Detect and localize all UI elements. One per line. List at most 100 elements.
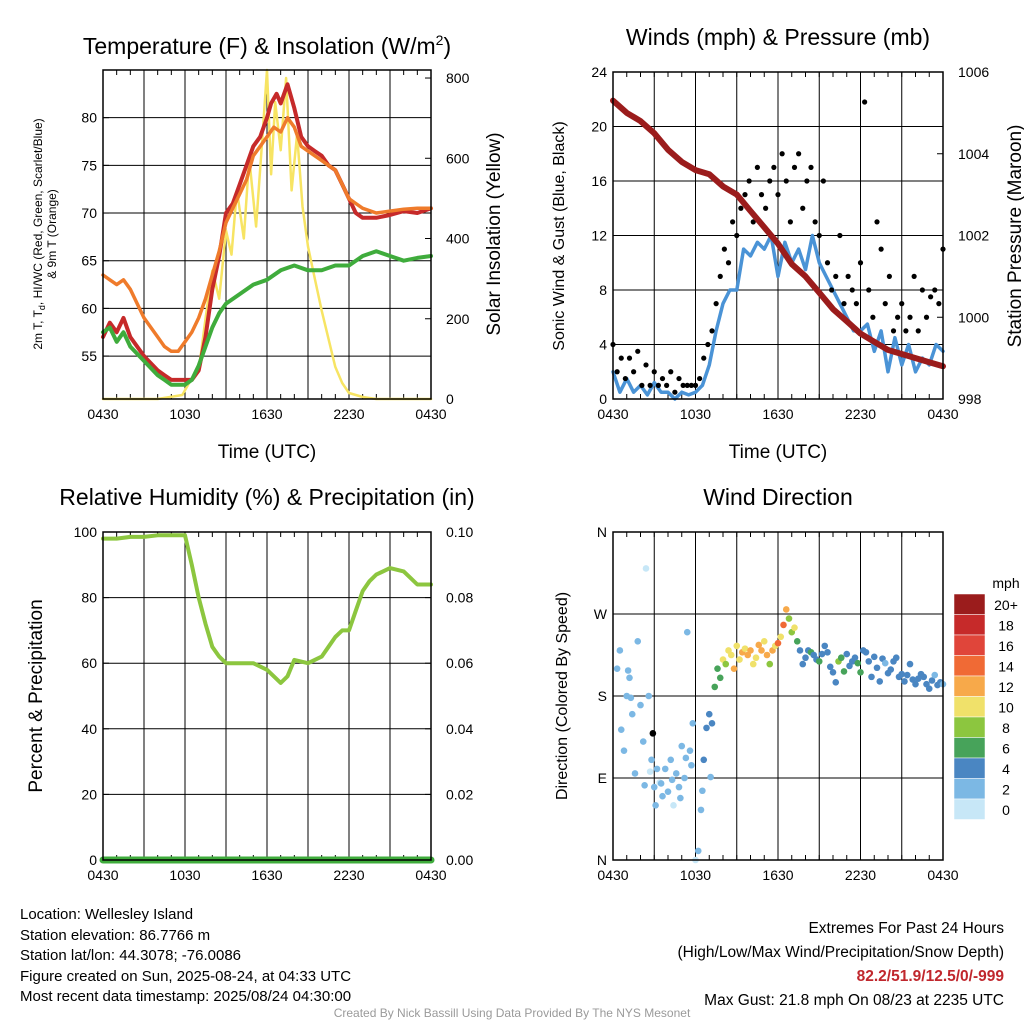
wind-direction-point [624,667,632,674]
gust-point [684,382,690,388]
winds-frame [612,71,944,400]
wind-direction-point [901,678,908,685]
wind-direction-point [760,638,768,645]
legend-swatch [953,798,986,820]
relative-humidity-line [101,533,433,685]
temperature-x-tick-label: 1630 [251,406,282,422]
wind-direction-point [667,756,675,764]
temperature-y2-tick-label: 400 [446,231,470,247]
humidity-y-tick-label: 100 [74,524,98,540]
wind-direction-point [851,654,859,662]
wind-direction-point [661,765,669,773]
wind-direction-point [634,638,642,645]
temperature-y2-tick-label: 600 [446,150,470,166]
wind-direction-point [688,761,695,769]
wind-direction-point [898,670,906,678]
gust-point [730,219,736,225]
gust-point [882,301,888,307]
legend-swatch [953,614,986,636]
extremes-block: Extremes For Past 24 Hours (High/Low/Max… [678,917,1005,1013]
wind-direction-point [705,710,713,718]
wind-direction-point [854,659,862,667]
wind-direction-point [677,794,684,802]
gust-point [763,205,769,211]
wind-direction-point [903,671,911,679]
temperature-y2-tick-label: 200 [446,311,470,327]
gust-point [849,287,855,293]
legend-label: 20+ [994,597,1018,613]
humidity-y2-tick-label: 0.08 [446,590,473,606]
gust-point [659,375,666,382]
gust-point [676,375,682,382]
temperature-y2-tick-label: 0 [446,391,454,407]
humidity-y-tick-label: 20 [81,786,97,802]
direction-x-tick-label: 1030 [680,867,711,883]
gust-point [907,314,913,320]
temperature-title: Temperature (F) & Insolation (W/m2) [83,32,451,59]
temperature-x-axis-label: Time (UTC) [218,442,317,463]
gust-point [862,99,868,105]
winds-x-axis-label: Time (UTC) [729,442,828,463]
winds-x-tick-label: 0430 [597,406,628,422]
direction-x-tick-label: 1630 [762,867,793,883]
gust-point [664,382,670,388]
wind-direction-point [627,694,635,702]
wind-direction-point [689,720,697,727]
legend-swatch [953,696,986,718]
winds-x-tick-label: 1630 [762,406,793,422]
direction-x-tick-label: 2230 [845,867,876,883]
wind-direction-point [887,666,895,673]
gust-point [853,301,859,307]
temperature-y-tick-label: 70 [81,205,97,221]
gust-point [833,273,839,279]
humidity-x-tick-label: 0430 [87,867,118,883]
legend-label: 10 [998,700,1014,716]
gust-point [874,219,880,225]
gust-point [812,219,818,225]
temperature-left-axis-label-line2: & 9m T (Orange) [45,189,59,279]
temperature-left-axis-label: 2m T, Td, HI/WC (Red, Green, Scarlet/Blu… [31,118,47,349]
wind-direction-point [755,641,763,649]
gust-point [713,301,719,307]
wind-direction-point [648,756,655,764]
winds-y-tick-label: 24 [591,64,607,80]
wind-direction-point [837,654,845,662]
legend-label: 12 [998,679,1014,695]
wind-direction-point [793,638,801,645]
gust-point [734,232,740,239]
temperature-y2-tick-label: 800 [446,70,470,86]
humidity-x-tick-label: 0430 [415,867,446,883]
credit-line: Created By Nick Bassill Using Data Provi… [333,1006,691,1020]
legend-label: 2 [1002,782,1010,798]
station-elevation: Station elevation: 86.7766 m [20,926,211,944]
gust-point [775,192,781,198]
direction-y-tick-label: W [594,606,608,622]
gust-point [923,314,930,320]
wind-direction-point [617,726,625,734]
legend-label: 14 [998,659,1014,675]
winds-y2-tick-label: 1002 [958,228,989,244]
legend-swatch [953,634,986,656]
gust-point [647,382,653,388]
wind-direction-point [708,720,716,727]
wind-direction-point [652,802,659,809]
gust-point [903,328,909,334]
gust-point [680,382,686,388]
gust-point [635,348,641,354]
gust-point [643,362,649,368]
wind-direction-point [796,647,804,654]
gust-point [717,273,723,279]
wind-direction-point [613,665,621,672]
humidity-x-tick-label: 1030 [169,867,200,883]
temperature-y-tick-label: 80 [81,110,97,126]
wind-direction-point [736,656,743,663]
humidity-y2-tick-label: 0.04 [446,721,473,737]
gust-point [705,341,711,348]
gust-point [787,219,793,225]
gust-point [618,355,624,361]
legend-swatch [953,593,986,615]
direction-left-axis-label: Direction (Colored By Speed) [554,592,571,800]
gust-point [701,355,707,361]
